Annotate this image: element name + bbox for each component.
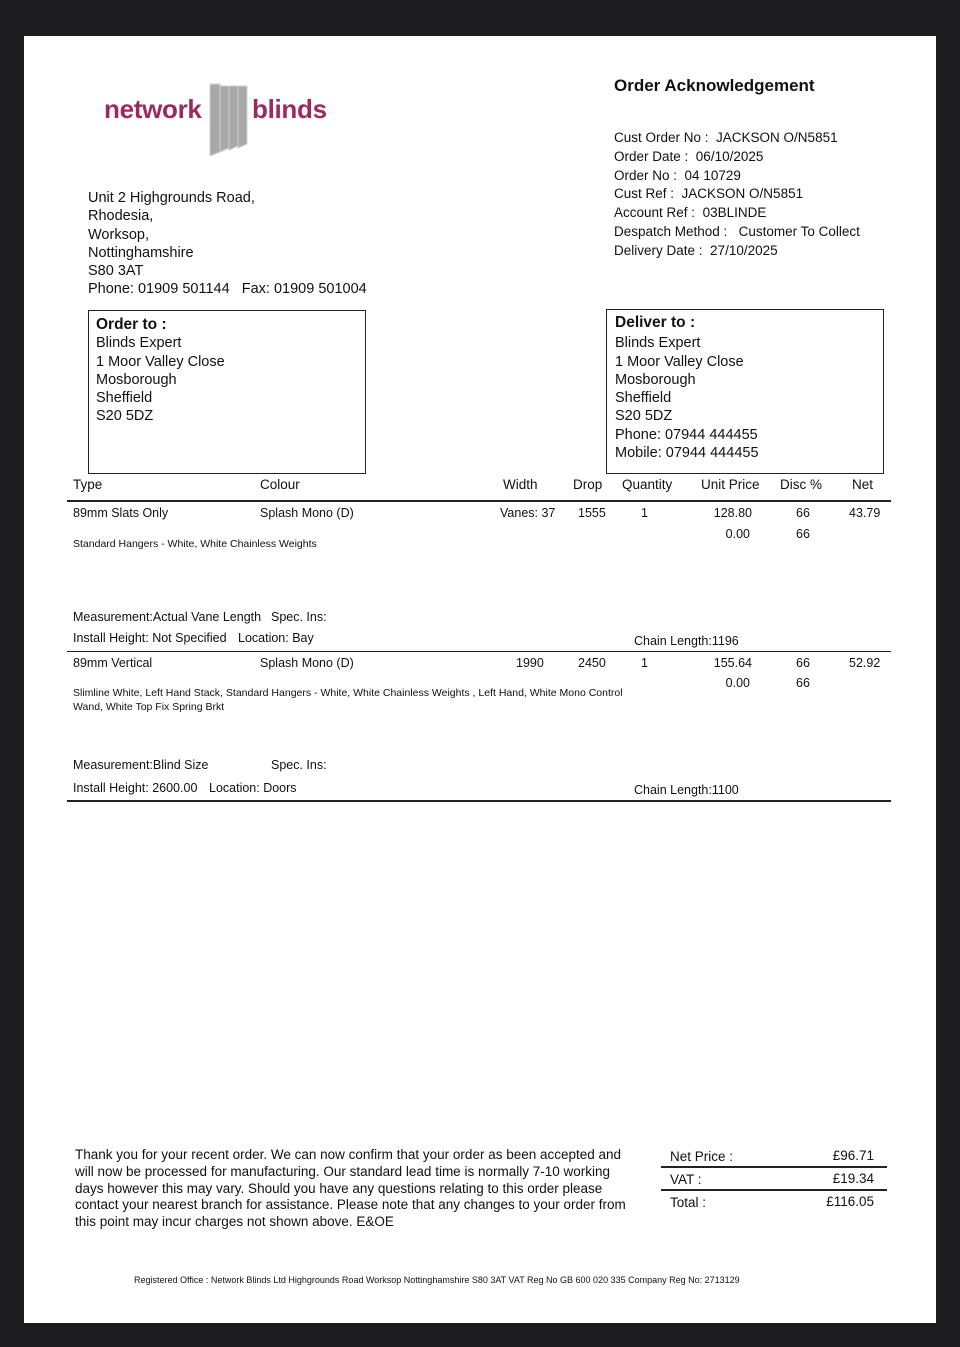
- company-address: Unit 2 Highgrounds Road, Rhodesia, Works…: [88, 189, 367, 299]
- item-location: Location: Doors: [209, 781, 297, 795]
- item-discount: 66: [796, 506, 810, 520]
- item-unit-price: 155.64: [713, 656, 752, 670]
- column-header: Unit Price: [701, 477, 760, 492]
- order-to-title: Order to :: [96, 316, 167, 333]
- item-drop: 2450: [578, 656, 606, 670]
- vat-label: VAT :: [670, 1172, 702, 1187]
- item-discount: 66: [796, 656, 810, 670]
- address-line: S20 5DZ: [615, 408, 673, 425]
- item-quantity: 1: [641, 506, 648, 520]
- order-info-row: Despatch Method : Customer To Collect: [614, 223, 860, 239]
- divider: [67, 651, 891, 652]
- column-header: Disc %: [780, 477, 823, 492]
- item-discount: 66: [796, 527, 810, 541]
- logo-text-blinds: blinds: [252, 94, 327, 124]
- divider: [661, 1189, 887, 1191]
- document-page: network blinds Unit 2 Highgrounds Road, …: [24, 36, 936, 1323]
- logo-text-network: network: [104, 94, 202, 124]
- order-info: Cust Order No : JACKSON O/N5851 Order Da…: [614, 129, 860, 261]
- divider: [661, 1166, 887, 1168]
- total-value: £116.05: [826, 1194, 874, 1209]
- address-line: Unit 2 Highgrounds Road,: [88, 190, 255, 206]
- item-net: 43.79: [849, 506, 881, 520]
- item-type: 89mm Vertical: [73, 656, 153, 670]
- net-price-label: Net Price :: [670, 1149, 734, 1164]
- address-line: Nottinghamshire: [88, 244, 194, 261]
- address-line: Blinds Expert: [96, 335, 182, 352]
- item-drop: 1555: [578, 506, 606, 520]
- document-title: Order Acknowledgement: [614, 76, 815, 95]
- deliver-to-box: Deliver to : Blinds Expert 1 Moor Valley…: [606, 309, 884, 474]
- vat-value: £19.34: [832, 1171, 874, 1186]
- order-info-row: Delivery Date : 27/10/2025: [614, 242, 778, 258]
- company-fax: Fax: 01909 501004: [241, 281, 367, 298]
- column-header: Drop: [573, 477, 603, 492]
- company-phone: Phone: 01909 501144: [88, 281, 230, 298]
- column-header: Width: [503, 477, 538, 492]
- item-discount: 66: [796, 676, 810, 690]
- order-info-row: Order Date : 06/10/2025: [614, 148, 764, 164]
- order-info-row: Order No : 04 10729: [614, 167, 741, 183]
- total-label: Total :: [670, 1195, 707, 1210]
- address-line: Worksop,: [88, 226, 149, 243]
- address-line: S20 5DZ: [96, 408, 154, 425]
- item-unit-price: 128.80: [713, 506, 752, 520]
- address-line: Mosborough: [615, 371, 696, 388]
- item-type: 89mm Slats Only: [73, 506, 169, 520]
- column-header: Colour: [260, 477, 300, 492]
- delivery-phone: Phone: 07944 444455: [615, 426, 758, 443]
- item-unit-price: 0.00: [725, 676, 750, 690]
- item-spec-ins: Spec. Ins:: [271, 758, 327, 772]
- address-line: 1 Moor Valley Close: [96, 353, 225, 370]
- divider: [67, 500, 891, 502]
- deliver-to-title: Deliver to :: [615, 314, 696, 331]
- item-width: Vanes: 37: [500, 506, 556, 520]
- column-header: Quantity: [622, 477, 673, 492]
- column-header: Type: [73, 477, 103, 492]
- address-line: Blinds Expert: [615, 335, 701, 352]
- delivery-mobile: Mobile: 07944 444455: [615, 445, 759, 462]
- item-spec-ins: Spec. Ins:: [271, 610, 327, 624]
- address-line: 1 Moor Valley Close: [615, 353, 744, 370]
- item-unit-price: 0.00: [725, 527, 750, 541]
- item-measurement: Measurement:Blind Size: [73, 758, 209, 772]
- item-colour: Splash Mono (D): [260, 656, 354, 670]
- item-chain-length: Chain Length:1100: [634, 783, 739, 797]
- item-install-height: Install Height: 2600.00: [73, 781, 198, 795]
- order-message: Thank you for your recent order. We can …: [75, 1147, 626, 1230]
- address-line: Mosborough: [96, 371, 177, 388]
- order-info-row: Account Ref : 03BLINDE: [614, 205, 767, 221]
- item-width: 1990: [516, 656, 544, 670]
- item-chain-length: Chain Length:1196: [634, 634, 739, 648]
- item-description: Slimline White, Left Hand Stack, Standar…: [73, 687, 623, 699]
- item-description: Standard Hangers - White, White Chainles…: [73, 538, 317, 550]
- net-price-value: £96.71: [832, 1148, 874, 1163]
- divider: [67, 800, 891, 802]
- blinds-logo-icon: [209, 83, 248, 156]
- address-line: Sheffield: [615, 390, 672, 407]
- order-to-box: Order to : Blinds Expert 1 Moor Valley C…: [88, 310, 366, 474]
- item-location: Location: Bay: [238, 631, 314, 645]
- item-description: Wand, White Top Fix Spring Brkt: [73, 701, 225, 713]
- item-net: 52.92: [849, 656, 881, 670]
- registered-office-footer: Registered Office : Network Blinds Ltd H…: [134, 1275, 740, 1285]
- item-measurement: Measurement:Actual Vane Length: [73, 610, 262, 624]
- column-header: Net: [852, 477, 874, 492]
- order-info-row: Cust Order No : JACKSON O/N5851: [614, 130, 838, 145]
- item-quantity: 1: [641, 656, 648, 670]
- address-line: S80 3AT: [88, 263, 144, 280]
- address-line: Rhodesia,: [88, 208, 154, 225]
- address-line: Sheffield: [96, 390, 153, 407]
- order-info-row: Cust Ref : JACKSON O/N5851: [614, 186, 804, 202]
- item-colour: Splash Mono (D): [260, 506, 354, 520]
- item-install-height: Install Height: Not Specified: [73, 631, 227, 645]
